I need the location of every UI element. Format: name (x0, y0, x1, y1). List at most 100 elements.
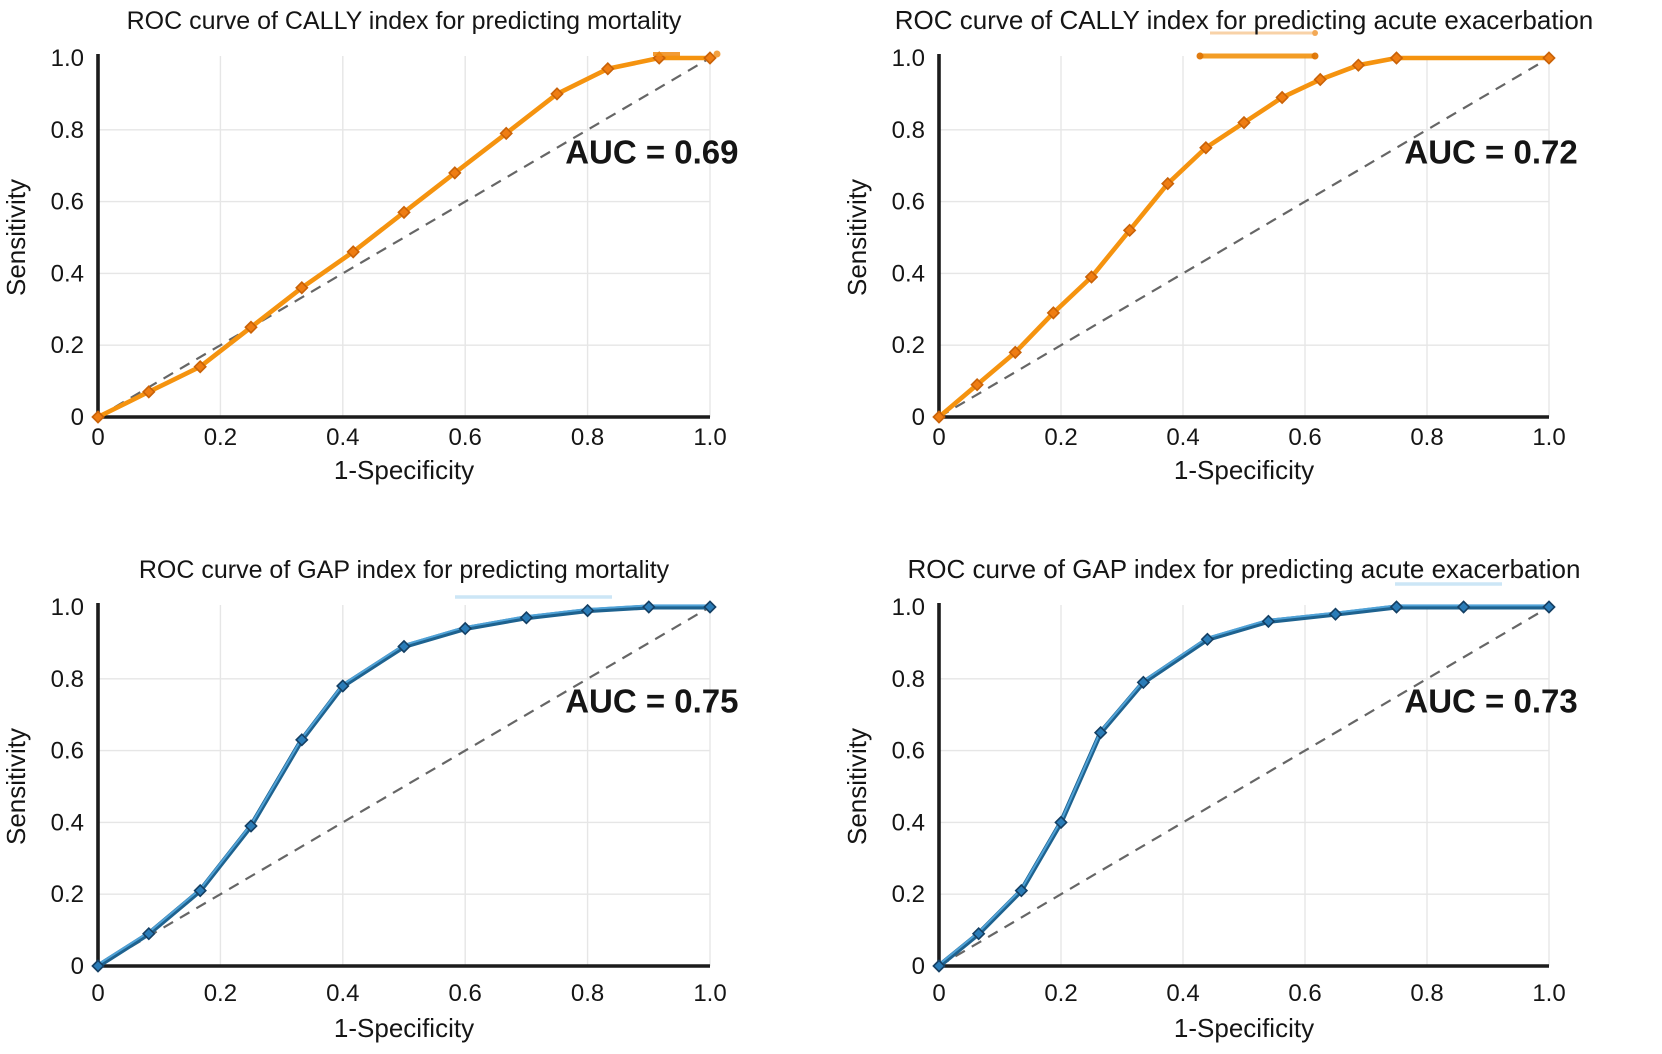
roc-curve-highlight (938, 604, 1550, 966)
x-axis-title: 1-Specificity (334, 455, 474, 485)
x-tick-label: 0 (932, 980, 945, 1007)
roc-curve-cally (91, 51, 717, 424)
x-tick-label: 1.0 (1532, 424, 1565, 451)
data-point-marker (1275, 90, 1289, 105)
y-tick-label: 1.0 (892, 45, 925, 72)
data-point-marker (397, 639, 411, 654)
y-tick-label: 0.4 (51, 809, 84, 836)
roc-curve-line (936, 55, 1552, 420)
data-point-marker (193, 883, 207, 898)
auc-annotation: AUC = 0.69 (565, 133, 738, 170)
chance-diagonal-reference-line (938, 606, 1550, 967)
x-tick-label: 0.2 (204, 980, 237, 1007)
data-point-marker (580, 603, 595, 618)
y-tick-label: 0 (912, 953, 925, 980)
roc-curve-cally (932, 51, 1556, 424)
data-point-marker (601, 62, 615, 76)
data-point-marker (1199, 141, 1213, 155)
legend-artifact-dot (713, 50, 721, 58)
legend-artifact-dot (1196, 52, 1204, 60)
data-point-marker (91, 959, 105, 973)
chance-diagonal-reference-line (938, 57, 1550, 418)
y-tick-label: 1.0 (51, 45, 84, 72)
x-axis-title: 1-Specificity (1174, 1013, 1314, 1043)
x-axis-title: 1-Specificity (1174, 455, 1314, 485)
data-point-marker (1161, 176, 1175, 191)
data-point-marker (1328, 607, 1343, 621)
x-tick-label: 0 (91, 980, 104, 1007)
x-tick-label: 0.6 (449, 424, 482, 451)
y-tick-label: 0.2 (51, 881, 84, 908)
legend-artifact-dot (1312, 30, 1318, 36)
legend-artifact-dot (1311, 52, 1319, 60)
roc-curve-line (936, 604, 1552, 969)
chart-title: ROC curve of GAP index for predicting mo… (139, 556, 670, 584)
x-tick-label: 0.8 (571, 980, 604, 1007)
data-point-marker (1054, 815, 1068, 830)
data-point-marker (971, 926, 986, 941)
y-tick-label: 0 (71, 953, 84, 980)
x-tick-label: 0.6 (1288, 980, 1321, 1007)
roc-curve-gap (91, 600, 717, 973)
y-tick-label: 0.2 (892, 332, 925, 359)
x-tick-label: 0.6 (449, 980, 482, 1007)
data-point-marker (1456, 600, 1471, 614)
y-tick-label: 0.6 (892, 189, 925, 216)
roc-curve-line (95, 604, 713, 969)
y-tick-label: 0.2 (892, 881, 925, 908)
data-point-marker (1389, 51, 1404, 65)
y-tick-label: 1.0 (892, 594, 925, 621)
y-axis-title: Sensitivity (1, 179, 31, 296)
x-tick-label: 1.0 (693, 424, 726, 451)
data-point-marker (1389, 600, 1404, 614)
data-point-marker (244, 320, 258, 334)
chance-diagonal-reference-line (97, 57, 711, 418)
data-point-marker (1136, 675, 1151, 690)
x-tick-label: 1.0 (693, 980, 726, 1007)
x-tick-label: 0.2 (1044, 980, 1077, 1007)
x-tick-label: 0.4 (326, 424, 359, 451)
roc-chart-cally-acute-exacerbation: ROC curve of CALLY index for predicting … (842, 5, 1594, 485)
chart-cell-gap-mortality: ROC curve of GAP index for predicting mo… (0, 527, 831, 1054)
y-axis-title: Sensitivity (1, 728, 31, 845)
chart-title: ROC curve of GAP index for predicting ac… (908, 554, 1581, 584)
y-tick-label: 0.6 (892, 738, 925, 765)
data-point-marker (1542, 51, 1556, 65)
data-point-marker (346, 245, 360, 259)
roc-curve-highlight (97, 604, 711, 966)
y-tick-label: 0.4 (892, 260, 925, 287)
y-tick-label: 0 (912, 404, 925, 431)
grid (939, 605, 1550, 966)
y-tick-label: 0.6 (51, 189, 84, 216)
data-point-marker (1008, 345, 1022, 360)
auc-annotation: AUC = 0.72 (1404, 133, 1577, 170)
chart-cell-cally-mortality: ROC curve of CALLY index for predicting … (0, 0, 831, 527)
data-point-marker (295, 281, 309, 295)
auc-annotation: AUC = 0.75 (565, 682, 738, 719)
data-point-marker (458, 621, 472, 636)
legend-artifact (653, 50, 721, 58)
x-tick-label: 0 (932, 424, 945, 451)
x-axis-title: 1-Specificity (334, 1013, 474, 1043)
data-point-marker (550, 87, 564, 101)
chart-title: ROC curve of CALLY index for predicting … (895, 5, 1594, 35)
y-tick-label: 0.4 (892, 809, 925, 836)
y-tick-label: 0.6 (51, 738, 84, 765)
roc-chart-cally-mortality: ROC curve of CALLY index for predicting … (1, 7, 739, 485)
x-tick-label: 0.4 (1166, 980, 1199, 1007)
y-axis-title: Sensitivity (842, 728, 872, 845)
roc-chart-gap-acute-exacerbation: ROC curve of GAP index for predicting ac… (842, 554, 1581, 1043)
x-tick-label: 0.6 (1288, 424, 1321, 451)
data-point-marker (336, 679, 350, 693)
x-tick-label: 0.8 (571, 424, 604, 451)
data-point-marker (1237, 115, 1251, 130)
data-point-marker (1046, 306, 1061, 320)
data-point-marker (932, 959, 946, 973)
data-point-marker (448, 166, 462, 180)
data-point-marker (1542, 600, 1556, 614)
data-point-marker (499, 126, 513, 141)
data-point-marker (970, 377, 984, 392)
y-tick-label: 0.8 (51, 117, 84, 144)
data-point-marker (295, 733, 309, 747)
